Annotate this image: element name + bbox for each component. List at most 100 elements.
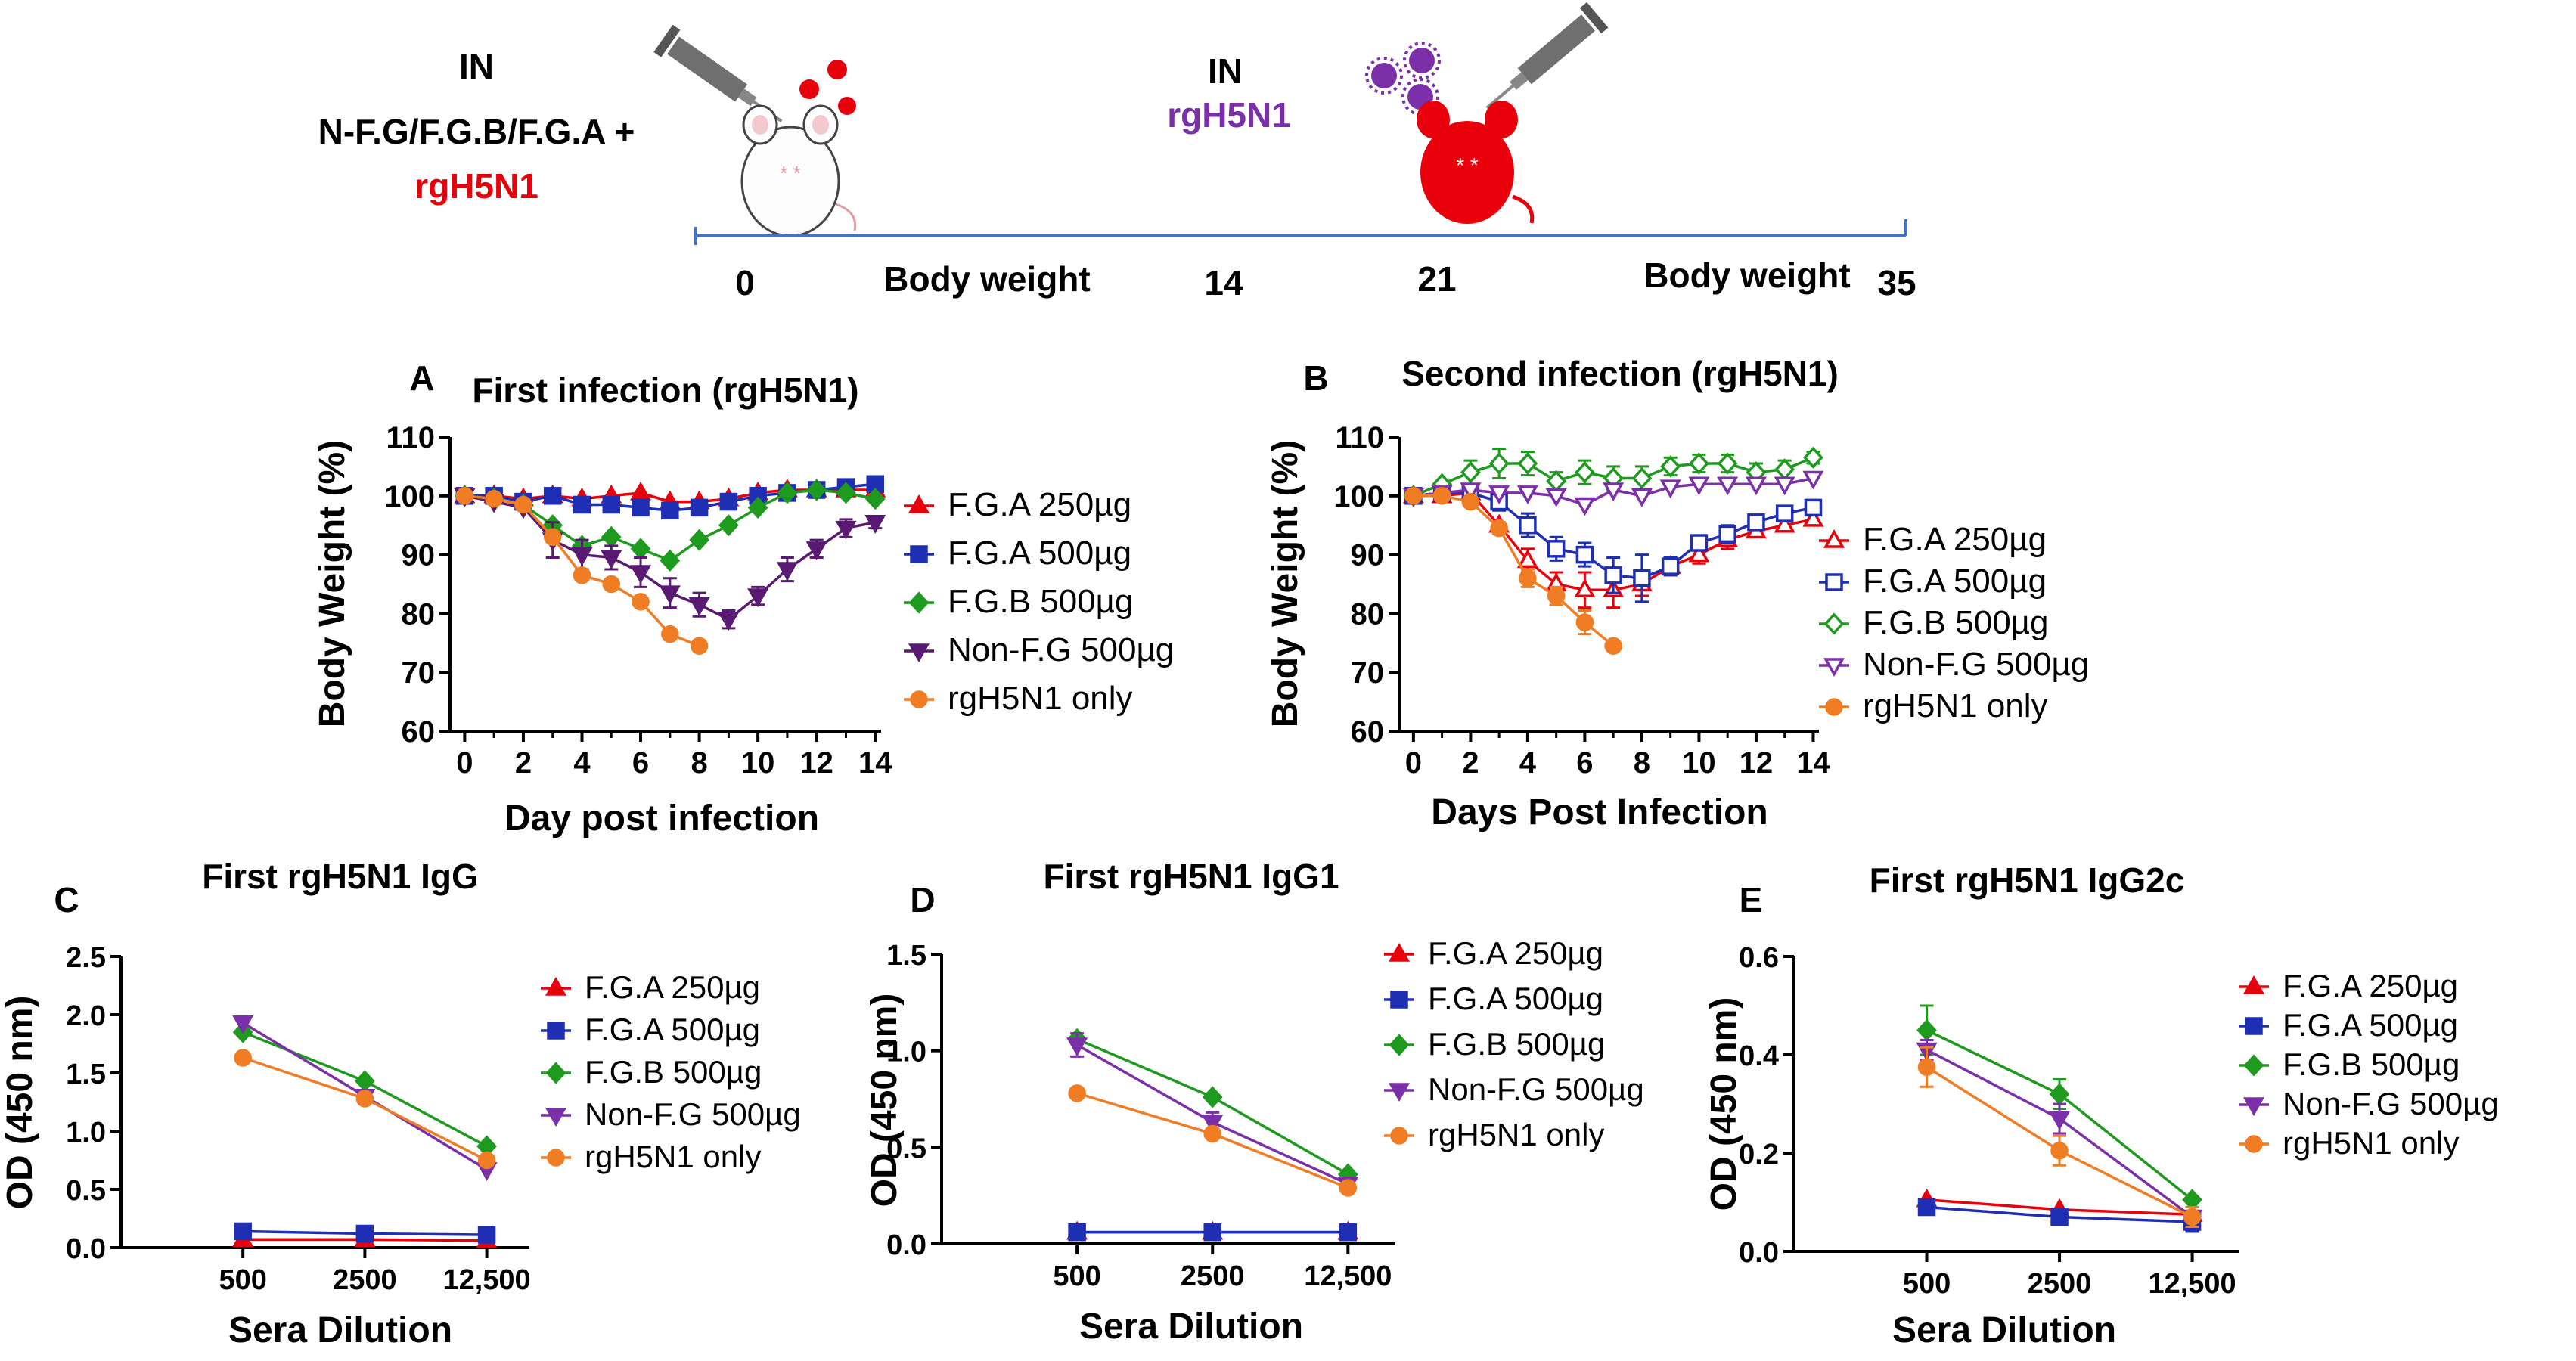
y-tick-label: 60 (402, 715, 436, 749)
legend: F.G.A 250µg F.G.A 500µg F.G.B 500µg Non-F.G… (1384, 935, 1644, 1152)
syringe-icon (1485, 2, 1609, 110)
data-point (232, 1015, 254, 1034)
y-axis-label: OD (450 nm) (864, 994, 905, 1208)
data-point (1804, 498, 1823, 517)
legend-label: Non-F.G 500µg (948, 631, 1174, 668)
panel-letter: D (910, 880, 935, 919)
y-axis-label: OD (450 nm) (1704, 997, 1744, 1211)
data-point (355, 1224, 374, 1243)
data-point (1823, 658, 1845, 677)
y-tick-label: 1.5 (886, 940, 926, 972)
legend-item: F.G.B 500µg (541, 1054, 762, 1090)
data-point (1803, 446, 1823, 469)
legend-item: Non-F.G 500µg (904, 631, 1174, 668)
legend-item: F.G.A 500µg (541, 1012, 760, 1047)
series-f-g-b-500-g (1066, 1028, 1358, 1186)
y-tick-label: 100 (1333, 480, 1384, 513)
data-point (1661, 557, 1680, 575)
x-tick-label: 12 (1740, 746, 1774, 780)
legend-item: F.G.B 500µg (904, 583, 1133, 620)
legend-label: F.G.B 500µg (1428, 1026, 1605, 1062)
x-tick-label: 4 (573, 746, 591, 780)
y-tick-label: 0.4 (1739, 1040, 1779, 1072)
x-tick-label: 2500 (1181, 1260, 1245, 1292)
data-point (2049, 1111, 2071, 1130)
y-tick-label: 110 (1335, 421, 1384, 454)
legend-label: Non-F.G 500µg (2283, 1086, 2499, 1121)
legend-item: F.G.B 500µg (1819, 604, 2048, 641)
data-point (1825, 698, 1843, 716)
data-point (632, 593, 650, 611)
data-point (2245, 1135, 2263, 1153)
legend-item: F.G.A 250µg (2239, 968, 2458, 1003)
data-point (1460, 461, 1481, 484)
data-point (602, 575, 621, 594)
x-axis-label: Day post infection (504, 798, 819, 839)
data-point (234, 1049, 252, 1067)
legend-item: F.G.A 500µg (904, 535, 1131, 572)
x-tick-label: 2 (1462, 746, 1479, 780)
series-non-f-g-500-g (1066, 1032, 1359, 1195)
data-point (1631, 467, 1653, 490)
data-point (1603, 482, 1625, 502)
x-tick-label: 0 (1405, 746, 1422, 780)
svg-text:* *: * * (780, 162, 800, 184)
data-point (1490, 519, 1508, 538)
panel-letter: E (1740, 880, 1763, 919)
data-point (355, 1070, 375, 1093)
chart-panel-b: B Second infection (rgH5N1)60708090100110… (1265, 354, 2089, 832)
legend: F.G.A 250µg F.G.A 500µg F.G.B 500µg Non-F.G… (541, 969, 801, 1174)
timeline-body-weight-label: Body weight (883, 259, 1090, 299)
series-rgh5n1-only (1404, 487, 1622, 655)
chart-panel-a: A First infection (rgH5N1) 60 70 80 90 100 110 0… (312, 358, 1174, 839)
chart-title: First rgH5N1 IgG (202, 857, 479, 896)
sick-mouse-icon: * * (1417, 101, 1535, 224)
data-point (1823, 612, 1845, 635)
data-point (864, 488, 886, 510)
data-point (455, 487, 474, 505)
data-point (1203, 1223, 1221, 1242)
legend-label: F.G.A 500µg (948, 535, 1131, 572)
data-point (1633, 569, 1651, 587)
data-point (1660, 455, 1681, 478)
data-point (747, 588, 769, 608)
x-tick-label: 2500 (333, 1264, 397, 1296)
data-point (1339, 1179, 1358, 1197)
data-point (1802, 507, 1824, 527)
data-point (573, 566, 591, 584)
x-tick-label: 12,500 (1304, 1260, 1392, 1292)
legend-label: F.G.A 500µg (585, 1012, 760, 1047)
data-point (1547, 540, 1566, 558)
panel-letter: A (409, 358, 434, 398)
x-tick-label: 10 (1682, 746, 1716, 780)
x-tick-label: 2 (515, 746, 532, 780)
y-tick-label: 2.5 (66, 942, 106, 974)
legend-label: F.G.B 500µg (2283, 1046, 2460, 1082)
legend-label: F.G.A 500µg (2283, 1007, 2458, 1043)
virus-particle-icon (1365, 57, 1403, 95)
legend: F.G.A 250µg F.G.A 500µg F.G.B 500µg Non-F.G… (1819, 521, 2089, 724)
data-point (1202, 1086, 1223, 1108)
series-rgh5n1-only (455, 487, 709, 655)
x-tick-label: 2500 (2028, 1268, 2092, 1300)
timeline-tick-label: 0 (735, 263, 755, 302)
y-tick-label: 90 (1351, 539, 1385, 572)
schematic-virus-label-1: rgH5N1 (414, 166, 538, 206)
data-point (1688, 476, 1710, 496)
data-point (689, 529, 709, 551)
legend-label: F.G.A 250µg (948, 486, 1131, 523)
data-point (835, 520, 857, 540)
data-point (1066, 1037, 1088, 1057)
virus-particle-icon (838, 97, 856, 115)
x-tick-label: 10 (741, 746, 775, 780)
series-rgh5n1-only (234, 1049, 496, 1170)
x-tick-label: 14 (858, 746, 892, 780)
data-point (1068, 1223, 1086, 1242)
legend-item: F.G.A 500µg (1819, 563, 2047, 600)
data-point (2050, 1142, 2069, 1160)
y-tick-label: 60 (1351, 715, 1385, 749)
legend-label: rgH5N1 only (585, 1139, 761, 1174)
legend-label: F.G.B 500µg (948, 583, 1133, 620)
x-tick-label: 500 (1053, 1260, 1100, 1292)
x-tick-label: 4 (1519, 746, 1537, 780)
